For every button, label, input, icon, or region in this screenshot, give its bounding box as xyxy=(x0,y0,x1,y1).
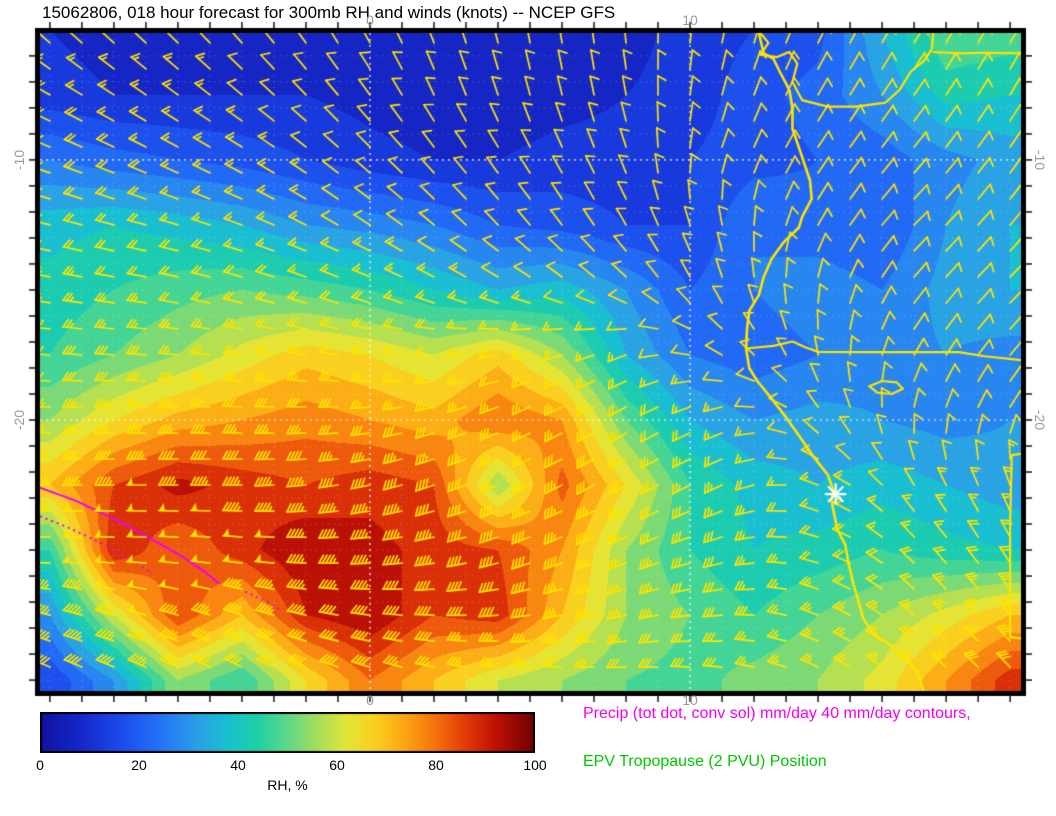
x-axis-tick-bottom-10: 10 xyxy=(682,692,698,708)
colorbar-label: RH, % xyxy=(267,777,308,793)
y-axis-tick-right-20: -20 xyxy=(1032,409,1048,431)
epv-tropopause-legend: EPV Tropopause (2 PVU) Position xyxy=(583,753,827,770)
colorbar-tick-0: 0 xyxy=(36,757,44,773)
colorbar-tick-20: 20 xyxy=(131,757,147,773)
colorbar xyxy=(40,712,535,753)
colorbar-tick-80: 80 xyxy=(428,757,444,773)
y-axis-tick-left-10: -10 xyxy=(11,149,27,171)
x-axis-tick-bottom-0: 0 xyxy=(366,692,374,708)
colorbar-tick-100: 100 xyxy=(523,757,547,773)
colorbar-tick-60: 60 xyxy=(329,757,345,773)
x-axis-tick-top-0: 0 xyxy=(366,12,374,28)
weather-map xyxy=(28,21,1033,703)
y-axis-tick-right-10: -10 xyxy=(1032,149,1048,171)
x-axis-tick-top-10: 10 xyxy=(682,12,698,28)
rh-wind-map-canvas xyxy=(28,21,1033,703)
colorbar-gradient xyxy=(40,712,535,753)
page-title: 15062806, 018 hour forecast for 300mb RH… xyxy=(42,3,616,22)
colorbar-tick-40: 40 xyxy=(230,757,246,773)
y-axis-tick-left-20: -20 xyxy=(11,409,27,431)
precip-legend: Precip (tot dot, conv sol) mm/day 40 mm/… xyxy=(583,705,971,722)
